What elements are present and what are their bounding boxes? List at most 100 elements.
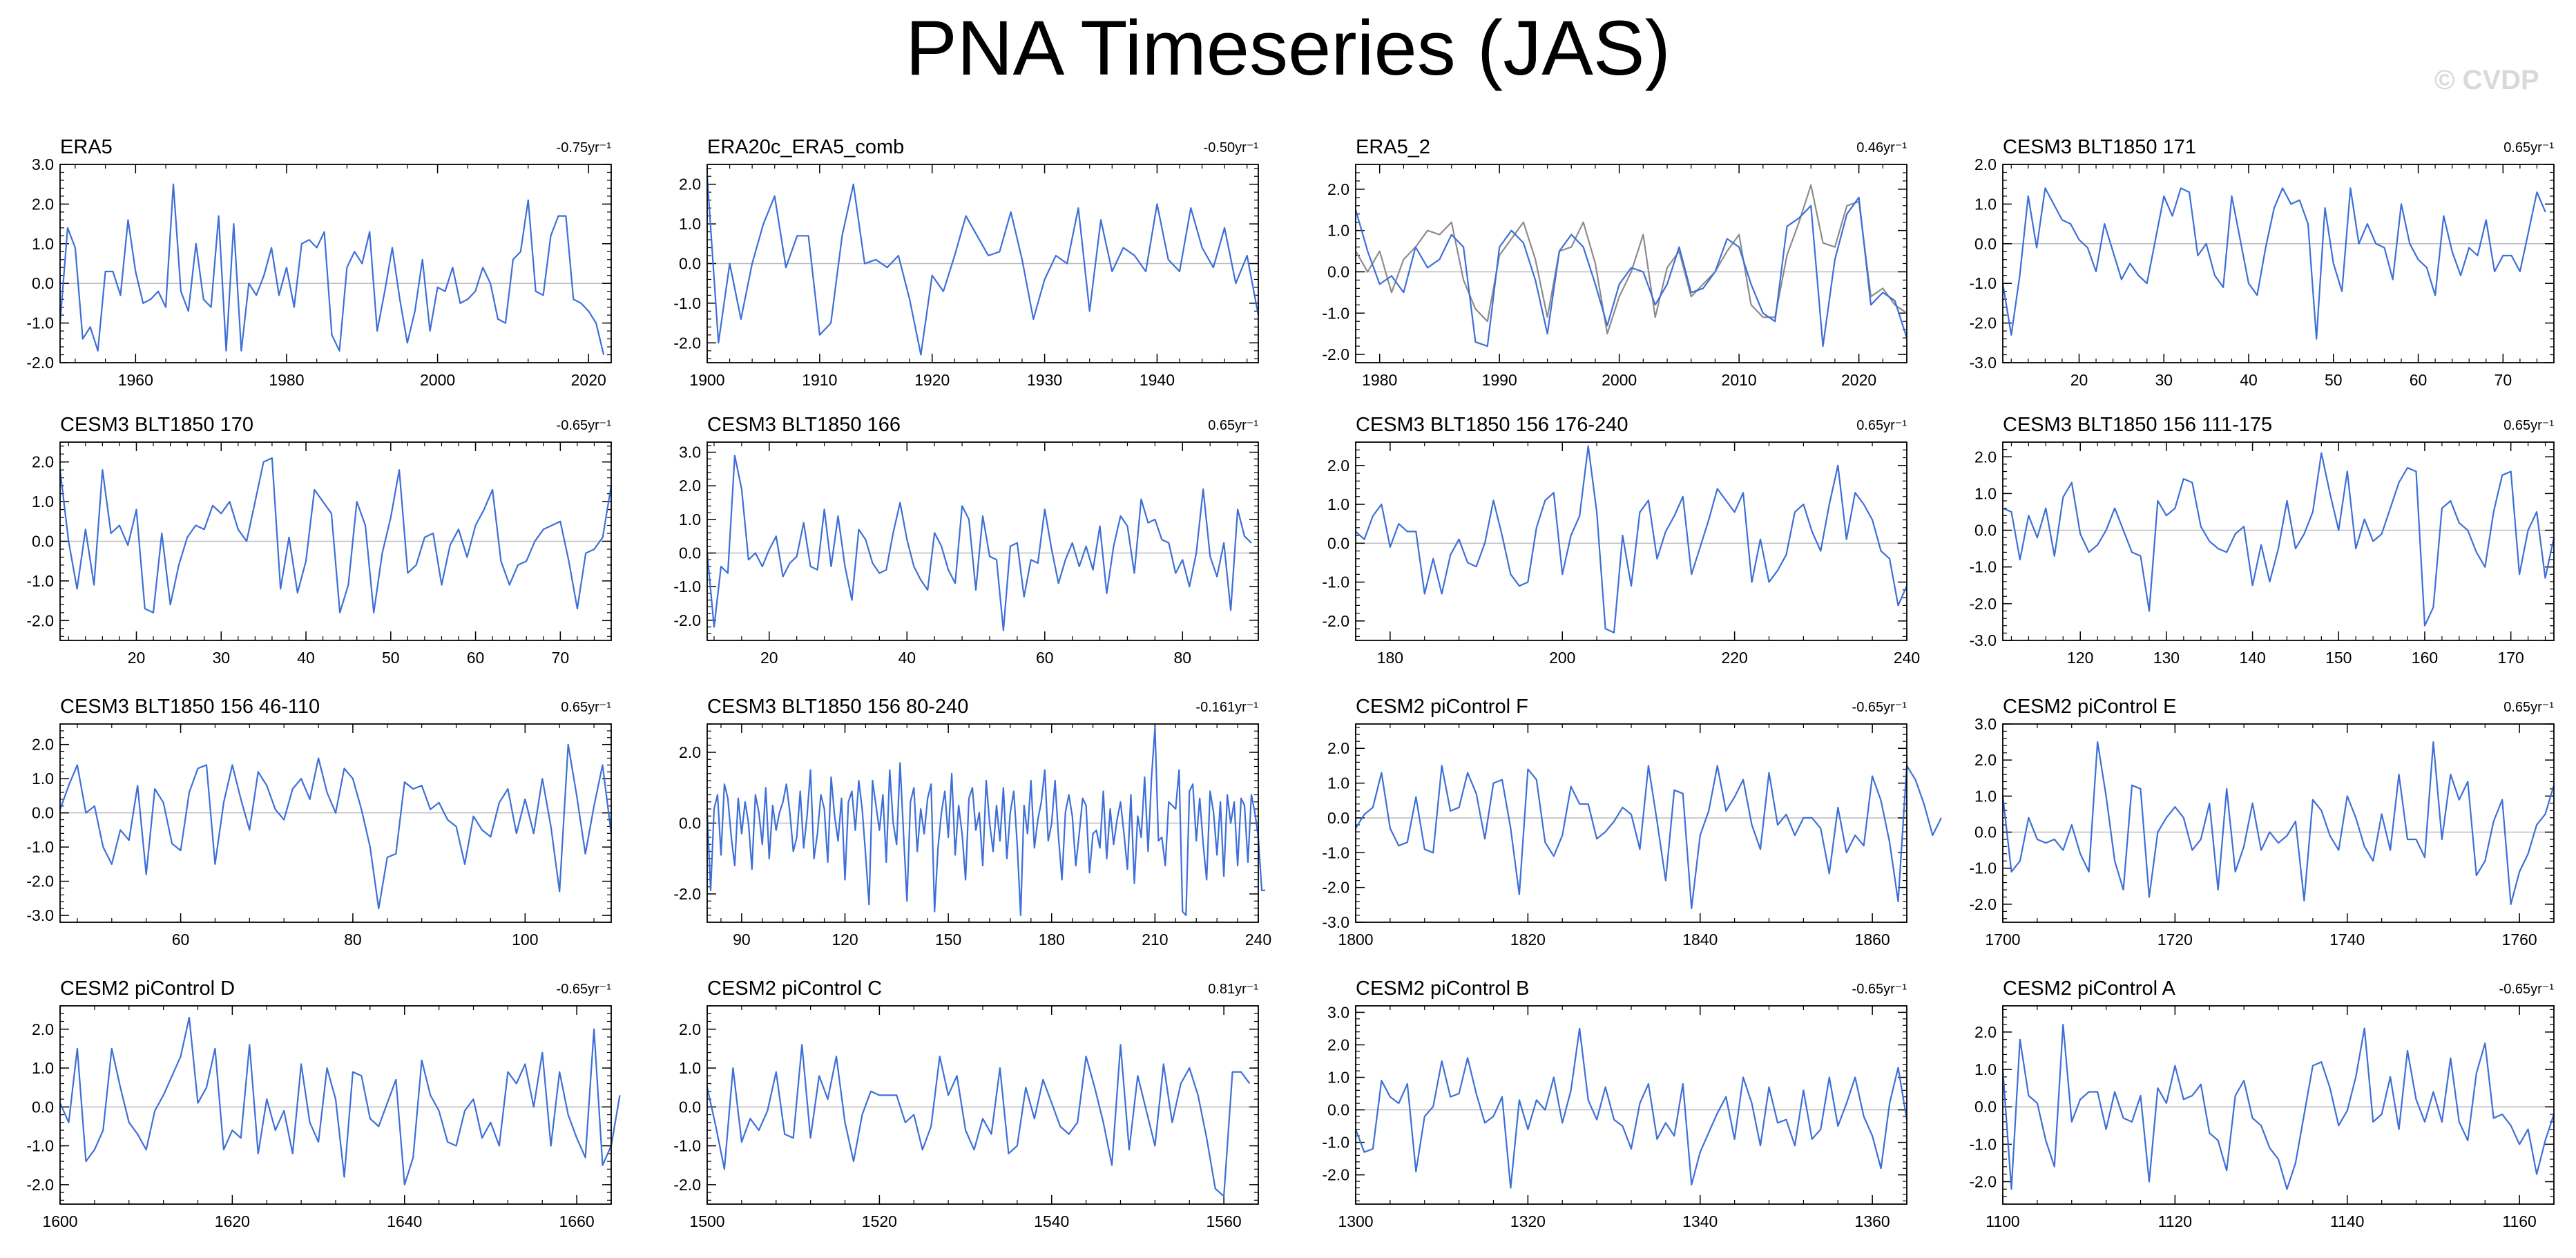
x-tick-label: 120 xyxy=(832,931,858,949)
y-tick-label: 0.0 xyxy=(1974,1098,1997,1116)
panel-title: CESM3 BLT1850 170 xyxy=(60,414,253,436)
y-tick-label: 2.0 xyxy=(679,743,701,761)
panel-trend: -0.65yr⁻¹ xyxy=(557,982,612,997)
x-tick-label: 220 xyxy=(1721,649,1747,667)
x-tick-label: 1740 xyxy=(2329,931,2365,949)
y-tick-label: 0.0 xyxy=(1974,235,1997,253)
y-tick-label: 0.0 xyxy=(32,274,54,292)
series-line-model xyxy=(2001,187,2546,340)
y-tick-label: -2.0 xyxy=(673,1176,701,1194)
panel-trend: -0.161yr⁻¹ xyxy=(1195,700,1258,715)
panel-title: CESM3 BLT1850 156 46-110 xyxy=(60,696,320,718)
x-tick-label: 2020 xyxy=(571,371,606,389)
panel-trend: 0.46yr⁻¹ xyxy=(1856,140,1907,155)
panel-2: -2.0 -1.0 0.0 1.0 2.0 1980 1990 2000 2010 2020 ERA… xyxy=(1322,136,1908,389)
y-tick-label: 0.0 xyxy=(32,804,54,822)
series-line-model xyxy=(706,455,1252,631)
y-tick-label: 2.0 xyxy=(679,477,701,495)
plot-frame xyxy=(1355,441,1907,641)
y-tick-label: 0.0 xyxy=(1327,263,1349,280)
y-tick-label: -1.0 xyxy=(673,294,701,312)
panel-title: CESM2 piControl E xyxy=(2003,696,2176,718)
series-line-model xyxy=(706,1044,1251,1197)
y-tick-label: 2.0 xyxy=(1974,751,1997,769)
y-tick-label: -1.0 xyxy=(1322,844,1349,861)
x-tick-label: 60 xyxy=(1036,649,1054,667)
x-tick-label: 1910 xyxy=(802,371,837,389)
x-tick-label: 210 xyxy=(1142,931,1168,949)
y-tick-label: -1.0 xyxy=(26,572,54,590)
x-tick-label: 60 xyxy=(467,649,485,667)
y-tick-label: -1.0 xyxy=(26,838,54,856)
x-tick-label: 140 xyxy=(2239,649,2265,667)
x-tick-label: 1720 xyxy=(2157,931,2193,949)
y-tick-label: -3.0 xyxy=(1969,354,1997,372)
panel-0: -2.0 -1.0 0.0 1.0 2.0 3.0 1960 1980 2000 2020 ERA5… xyxy=(26,136,612,389)
x-tick-label: 160 xyxy=(2412,649,2438,667)
y-tick-label: 3.0 xyxy=(679,444,701,461)
panel-6: -2.0 -1.0 0.0 1.0 2.0 180 200 220 240 CESM3 BLT18… xyxy=(1322,414,1920,667)
plot-frame xyxy=(59,723,612,923)
y-tick-label: 0.0 xyxy=(32,1098,54,1116)
y-tick-label: 0.0 xyxy=(679,1098,701,1116)
plot-frame xyxy=(1355,1005,1907,1205)
y-tick-label: 2.0 xyxy=(1974,1023,1997,1041)
plot-frame xyxy=(59,441,612,641)
x-tick-label: 2010 xyxy=(1722,371,1757,389)
y-tick-label: -2.0 xyxy=(1322,1166,1349,1184)
x-tick-label: 20 xyxy=(760,649,778,667)
x-tick-label: 1500 xyxy=(689,1212,724,1230)
y-tick-label: 1.0 xyxy=(1327,495,1349,513)
series-line-model xyxy=(59,457,613,613)
y-tick-label: 2.0 xyxy=(1327,739,1349,757)
y-tick-label: -1.0 xyxy=(26,1137,54,1155)
panel-title: CESM2 piControl C xyxy=(707,978,882,1000)
plot-frame xyxy=(707,723,1259,923)
x-tick-label: 1320 xyxy=(1510,1212,1546,1230)
panel-13: -2.0 -1.0 0.0 1.0 2.0 1500 1520 1540 1560 CESM2 p… xyxy=(673,978,1259,1230)
x-tick-label: 20 xyxy=(128,649,146,667)
y-tick-label: 2.0 xyxy=(1974,448,1997,466)
x-tick-label: 70 xyxy=(552,649,570,667)
panel-15: -2.0 -1.0 0.0 1.0 2.0 1100 1120 1140 1160 CESM2 p… xyxy=(1969,978,2555,1230)
y-tick-label: 2.0 xyxy=(32,195,54,213)
y-tick-label: 0.0 xyxy=(1974,823,1997,841)
x-tick-label: 1640 xyxy=(387,1212,422,1230)
y-tick-label: 1.0 xyxy=(1974,195,1997,213)
plot-frame xyxy=(707,1005,1259,1205)
panel-5: -2.0 -1.0 0.0 1.0 2.0 3.0 20 40 60 80 CESM3 BLT185… xyxy=(673,414,1259,667)
panel-trend: -0.65yr⁻¹ xyxy=(2499,982,2555,997)
x-tick-label: 1990 xyxy=(1482,371,1517,389)
x-tick-label: 2020 xyxy=(1841,371,1876,389)
x-tick-label: 180 xyxy=(1039,931,1065,949)
y-tick-label: 1.0 xyxy=(32,1059,54,1077)
x-tick-label: 20 xyxy=(2070,371,2088,389)
y-tick-label: 3.0 xyxy=(32,155,54,173)
panel-title: ERA5_2 xyxy=(1356,136,1430,158)
y-tick-label: 0.0 xyxy=(679,544,701,562)
y-tick-label: -1.0 xyxy=(1969,859,1997,877)
series-line-model xyxy=(2001,741,2555,906)
y-tick-label: 3.0 xyxy=(1974,715,1997,733)
x-tick-label: 1980 xyxy=(269,371,304,389)
panel-title: CESM3 BLT1850 156 80-240 xyxy=(707,696,968,718)
x-tick-label: 40 xyxy=(898,649,916,667)
y-tick-label: -3.0 xyxy=(26,906,54,924)
plot-frame xyxy=(707,441,1259,641)
series-line-model xyxy=(59,1016,621,1186)
panel-title: CESM3 BLT1850 166 xyxy=(707,414,901,436)
plot-frame xyxy=(2002,164,2555,363)
x-tick-label: 1100 xyxy=(1986,1212,2019,1230)
y-tick-label: 2.0 xyxy=(1327,457,1349,475)
y-tick-label: 1.0 xyxy=(32,770,54,788)
y-tick-label: 0.0 xyxy=(1327,809,1349,827)
y-tick-label: -1.0 xyxy=(673,1137,701,1155)
x-tick-label: 240 xyxy=(1245,931,1271,949)
x-tick-label: 70 xyxy=(2495,371,2512,389)
x-tick-label: 1960 xyxy=(118,371,153,389)
panel-3: -3.0 -2.0 -1.0 0.0 1.0 2.0 20 30 40 50 60 70 CESM3 B… xyxy=(1969,136,2555,389)
panel-11: -2.0 -1.0 0.0 1.0 2.0 3.0 1700 1720 1740 1760 CESM… xyxy=(1969,696,2555,949)
panel-trend: 0.65yr⁻¹ xyxy=(561,700,611,715)
panel-trend: -0.65yr⁻¹ xyxy=(557,418,612,433)
plot-frame xyxy=(2002,723,2555,923)
